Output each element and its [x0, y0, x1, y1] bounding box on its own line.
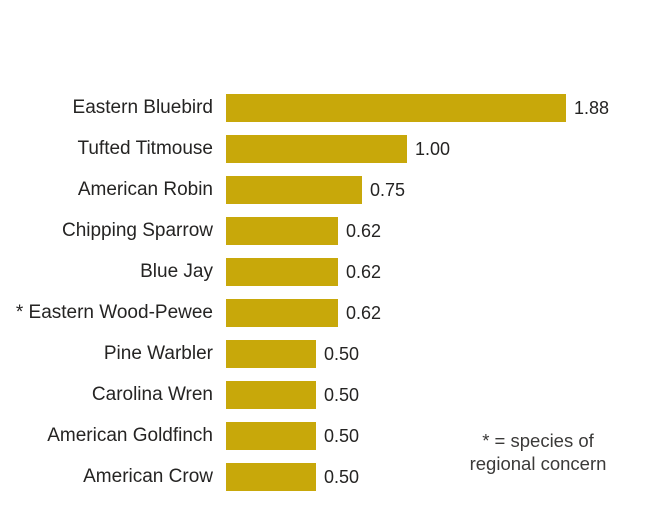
category-label: * Eastern Wood-Pewee	[15, 302, 213, 323]
bar-row: American Goldfinch 0.50	[0, 422, 650, 450]
bar-row: Blue Jay 0.62	[0, 258, 650, 286]
bar-american-robin[interactable]	[226, 176, 362, 204]
bar-american-goldfinch[interactable]	[226, 422, 316, 450]
category-label: Blue Jay	[140, 261, 213, 282]
value-label: 0.62	[346, 261, 382, 282]
bar-row: American Crow 0.50	[0, 463, 650, 491]
bar-chipping-sparrow[interactable]	[226, 217, 338, 245]
category-label: American Goldfinch	[47, 425, 213, 446]
value-label: 0.62	[346, 302, 382, 323]
bar-carolina-wren[interactable]	[226, 381, 316, 409]
value-label: 1.88	[574, 97, 610, 118]
value-label: 0.50	[324, 425, 360, 446]
bar-pine-warbler[interactable]	[226, 340, 316, 368]
bar-row: Pine Warbler 0.50	[0, 340, 650, 368]
bar-row: American Robin 0.75	[0, 176, 650, 204]
bar-eastern-wood-pewee[interactable]	[226, 299, 338, 327]
category-label: Pine Warbler	[103, 343, 213, 364]
bar-eastern-bluebird[interactable]	[226, 94, 566, 122]
bar-row: Carolina Wren 0.50	[0, 381, 650, 409]
value-label: 0.75	[370, 179, 406, 200]
bar-row: Chipping Sparrow 0.62	[0, 217, 650, 245]
category-label: Carolina Wren	[91, 384, 213, 405]
category-label: Eastern Bluebird	[72, 97, 213, 118]
category-label: American Robin	[77, 179, 213, 200]
category-label: Tufted Titmouse	[77, 138, 213, 159]
bar-row: Tufted Titmouse 1.00	[0, 135, 650, 163]
value-label: 1.00	[415, 138, 451, 159]
value-label: 0.50	[324, 466, 360, 487]
value-label: 0.50	[324, 384, 360, 405]
annotation-species-of-regional-concern: * = species of regional concern	[448, 429, 628, 475]
bar-row: * Eastern Wood-Pewee 0.62	[0, 299, 650, 327]
category-label: Chipping Sparrow	[61, 220, 213, 241]
bar-tufted-titmouse[interactable]	[226, 135, 407, 163]
annotation-line-1: * = species of	[482, 430, 594, 451]
bar-row: Eastern Bluebird 1.88	[0, 94, 650, 122]
annotation-line-2: regional concern	[469, 453, 607, 474]
bar-american-crow[interactable]	[226, 463, 316, 491]
bar-blue-jay[interactable]	[226, 258, 338, 286]
category-label: American Crow	[83, 466, 213, 487]
chart-rows: Eastern Bluebird 1.88 Tufted Titmouse 1.00 A…	[0, 94, 650, 504]
value-label: 0.50	[324, 343, 360, 364]
value-label: 0.62	[346, 220, 382, 241]
